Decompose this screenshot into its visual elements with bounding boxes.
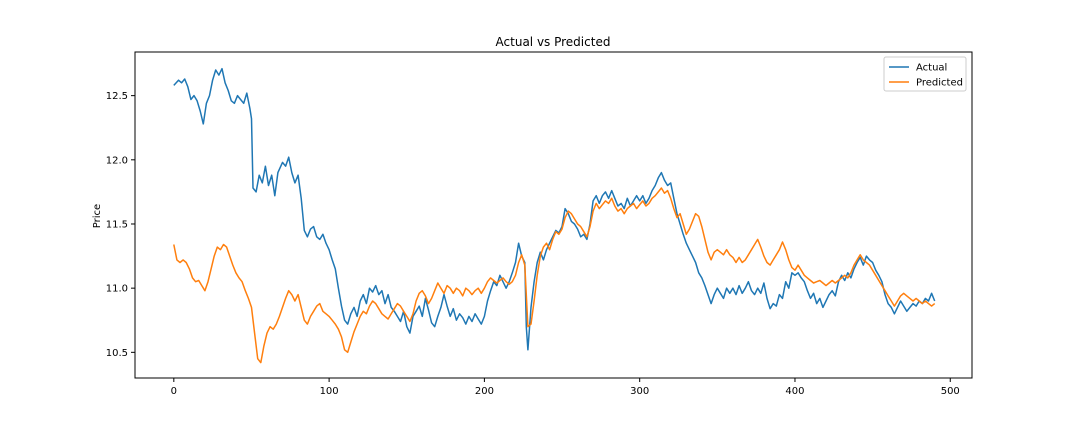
y-axis-label: Price [92, 204, 103, 228]
x-tick-label: 100 [320, 386, 339, 397]
series-line-actual [173, 67, 936, 351]
axis-ticks: 0 100 200 300 400 500 10.5 11.0 11.5 12.0 12.5 [106, 91, 960, 397]
x-tick-label: 300 [630, 386, 649, 397]
y-tick-label: 10.5 [106, 348, 128, 359]
y-tick-label: 12.5 [106, 91, 128, 102]
x-tick-label: 400 [785, 386, 804, 397]
legend: Actual Predicted [883, 56, 967, 92]
series-lines [173, 67, 936, 364]
y-tick-label: 11.5 [106, 219, 128, 230]
x-tick-label: 200 [475, 386, 494, 397]
x-tick-label: 0 [171, 386, 177, 397]
legend-label-actual: Actual [916, 63, 947, 74]
legend-label-predicted: Predicted [916, 78, 963, 89]
y-tick-label: 11.0 [106, 284, 128, 295]
plot-frame [134, 51, 973, 379]
y-tick-label: 12.0 [106, 155, 128, 166]
x-tick-label: 500 [941, 386, 960, 397]
series-line-predicted [173, 187, 936, 364]
chart-title: Actual vs Predicted [496, 35, 611, 49]
